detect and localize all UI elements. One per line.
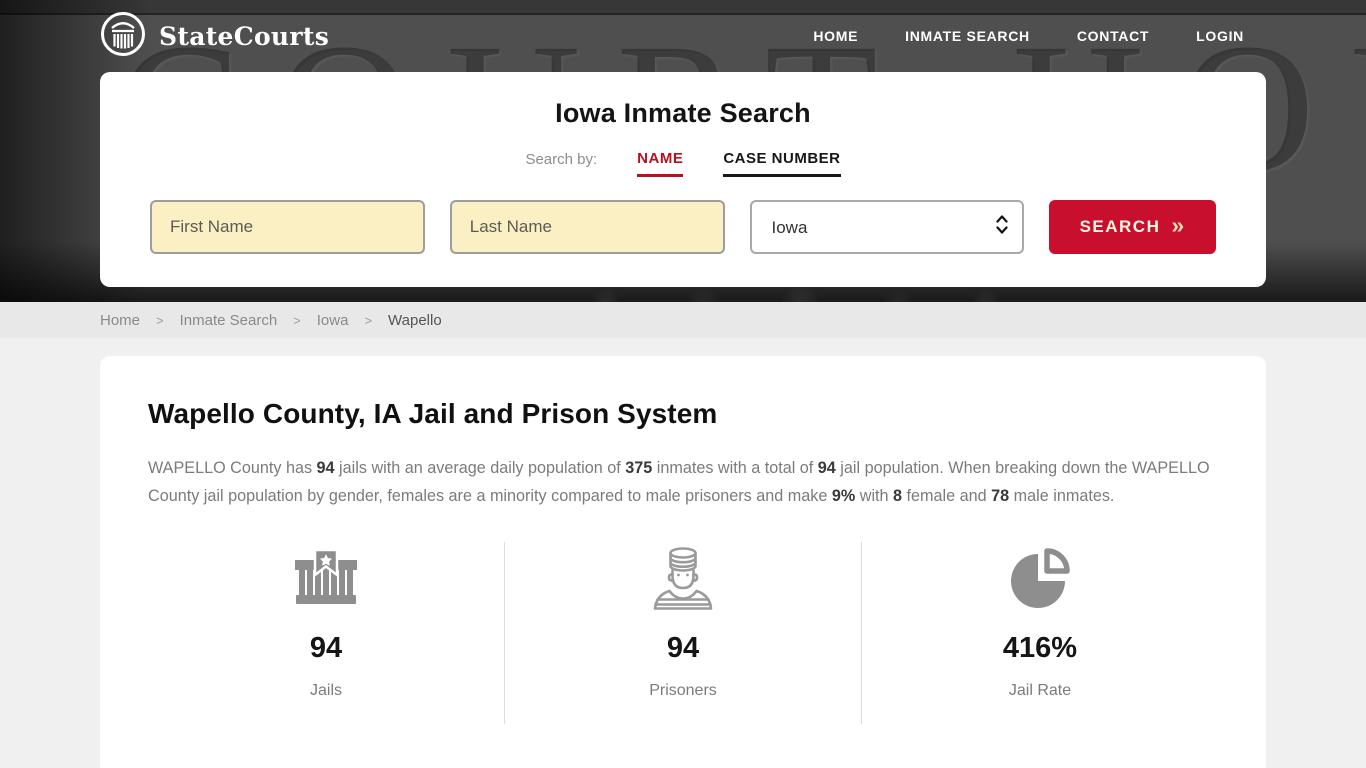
breadcrumb-iowa[interactable]: Iowa xyxy=(316,311,349,329)
statecourts-logo[interactable]: StateCourts xyxy=(100,11,329,62)
stat-label: Jail Rate xyxy=(1008,682,1072,699)
nav-item-home[interactable]: HOME xyxy=(813,28,859,44)
site-header: COURT·HOUSE StateCourts HOME INMATE SEAR… xyxy=(0,0,1366,302)
nav-item-inmate-search[interactable]: INMATE SEARCH xyxy=(905,28,1030,44)
county-info-card: Wapello County, IA Jail and Prison Syste… xyxy=(100,356,1266,768)
state-select-wrap: Iowa xyxy=(749,200,1025,254)
stat-jails: 94 Jails xyxy=(148,542,504,724)
prisoner-icon xyxy=(505,544,861,612)
search-form: Iowa SEARCH » xyxy=(100,200,1266,254)
search-by-label: Search by: xyxy=(525,151,598,168)
pie-chart-icon xyxy=(862,544,1218,612)
stats-row: 94 Jails 94 xyxy=(148,542,1218,724)
breadcrumb-current-wapello: Wapello xyxy=(388,311,442,329)
search-by-row: Search by: NAME CASE NUMBER xyxy=(100,150,1266,177)
stat-value: 416% xyxy=(1002,632,1078,664)
main-nav: HOME INMATE SEARCH CONTACT LOGIN xyxy=(813,28,1266,44)
state-select[interactable]: Iowa xyxy=(749,200,1025,254)
top-navigation-bar: StateCourts HOME INMATE SEARCH CONTACT L… xyxy=(0,0,1366,72)
jail-building-icon xyxy=(148,544,504,612)
chevron-right-icon: > xyxy=(293,312,301,328)
tab-name[interactable]: NAME xyxy=(637,150,684,177)
breadcrumb-inmate-search[interactable]: Inmate Search xyxy=(179,311,278,329)
breadcrumb: Home > Inmate Search > Iowa > Wapello xyxy=(0,302,1366,338)
search-button-label: SEARCH xyxy=(1079,217,1161,236)
inmate-search-card: Iowa Inmate Search Search by: NAME CASE … xyxy=(100,72,1266,287)
chevron-right-icon: > xyxy=(156,312,164,328)
stat-value: 94 xyxy=(666,632,700,664)
search-button[interactable]: SEARCH » xyxy=(1049,200,1217,254)
nav-item-contact[interactable]: CONTACT xyxy=(1076,28,1150,44)
courthouse-logo-icon xyxy=(100,11,146,62)
last-name-input[interactable] xyxy=(449,200,725,254)
county-summary-paragraph: WAPELLO County has 94 jails with an aver… xyxy=(148,459,1210,505)
main-content: Wapello County, IA Jail and Prison Syste… xyxy=(0,338,1366,768)
first-name-input[interactable] xyxy=(150,200,425,254)
page-title: Wapello County, IA Jail and Prison Syste… xyxy=(148,398,718,429)
stat-value: 94 xyxy=(309,632,343,664)
statue-frieze xyxy=(548,286,1034,302)
stat-label: Jails xyxy=(309,682,342,699)
brand-name: StateCourts xyxy=(159,21,330,51)
tab-case-number[interactable]: CASE NUMBER xyxy=(723,150,841,177)
breadcrumb-home[interactable]: Home xyxy=(100,311,141,329)
search-card-title: Iowa Inmate Search xyxy=(555,98,811,128)
double-arrow-icon: » xyxy=(1171,212,1186,238)
stat-prisoners: 94 Prisoners xyxy=(504,542,861,724)
stat-label: Prisoners xyxy=(649,682,717,699)
stat-jail-rate: 416% Jail Rate xyxy=(861,542,1218,724)
chevron-right-icon: > xyxy=(364,312,373,328)
nav-item-login[interactable]: LOGIN xyxy=(1196,28,1244,44)
